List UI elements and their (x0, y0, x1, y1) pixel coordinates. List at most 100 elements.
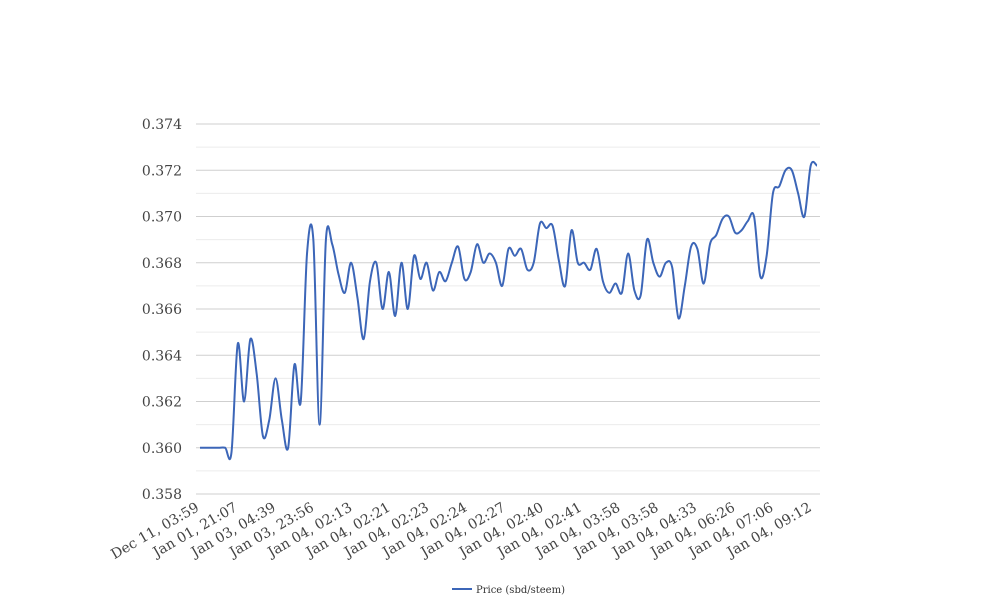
data-point (354, 294, 360, 300)
data-point (455, 244, 461, 250)
data-point (801, 214, 807, 220)
data-point (663, 260, 669, 266)
data-point (348, 260, 354, 266)
data-point (701, 281, 707, 287)
data-point (600, 278, 606, 284)
y-tick-label: 0.368 (142, 256, 182, 272)
data-point (625, 251, 631, 257)
data-point (235, 341, 241, 347)
data-point (424, 260, 430, 266)
data-point (726, 214, 732, 220)
data-point (373, 260, 379, 266)
data-point (323, 237, 329, 243)
series-line (199, 160, 818, 461)
data-point (461, 276, 467, 282)
data-point (336, 271, 342, 277)
data-point (669, 264, 675, 270)
data-point (329, 241, 335, 247)
data-point (291, 362, 297, 368)
y-axis-ticks: 0.358 0.360 0.362 0.364 0.366 0.368 0.370 0.372… (142, 117, 182, 503)
data-point (254, 371, 260, 377)
data-point (493, 260, 499, 266)
data-point (606, 290, 612, 296)
data-point (512, 253, 518, 259)
data-point (298, 399, 304, 405)
data-point (732, 230, 738, 236)
data-point (738, 227, 744, 233)
data-point (487, 251, 493, 257)
data-point (241, 399, 247, 405)
data-point (386, 269, 392, 275)
data-point (694, 246, 700, 252)
y-tick-label: 0.358 (142, 487, 182, 503)
data-point (398, 260, 404, 266)
y-tick-label: 0.362 (142, 395, 182, 411)
data-point (707, 241, 713, 247)
data-point (392, 313, 398, 319)
y-tick-label: 0.370 (142, 210, 182, 226)
data-point (468, 269, 474, 275)
data-point (222, 445, 228, 451)
data-point (506, 246, 512, 252)
data-point (210, 445, 216, 451)
data-point (808, 163, 814, 169)
data-point (367, 278, 373, 284)
data-point (304, 251, 310, 257)
data-point (770, 190, 776, 196)
y-tick-label: 0.364 (142, 348, 182, 364)
data-point (524, 267, 530, 273)
data-point (405, 306, 411, 312)
data-point (789, 167, 795, 173)
y-tick-label: 0.374 (142, 117, 182, 133)
data-point (657, 274, 663, 280)
data-point (751, 214, 757, 220)
data-point (216, 445, 222, 451)
data-point (619, 290, 625, 296)
data-point (518, 246, 524, 252)
data-point (449, 260, 455, 266)
data-point (675, 315, 681, 321)
data-point (310, 237, 316, 243)
legend: Price (sbd/steem) (452, 585, 565, 596)
data-point (745, 218, 751, 224)
data-point (644, 237, 650, 243)
y-tick-label: 0.360 (142, 441, 182, 457)
data-point (543, 225, 549, 231)
data-point (550, 223, 556, 229)
data-point (594, 246, 600, 252)
data-point (430, 288, 436, 294)
data-point (411, 253, 417, 259)
data-point (795, 190, 801, 196)
data-point (197, 445, 203, 451)
data-point (436, 269, 442, 275)
data-point (575, 260, 581, 266)
data-point (720, 216, 726, 222)
data-point (380, 306, 386, 312)
data-point (638, 292, 644, 298)
data-point (814, 163, 820, 169)
data-point (247, 336, 253, 342)
data-point (682, 283, 688, 289)
data-point (273, 375, 279, 381)
data-point (757, 274, 763, 280)
data-point (417, 276, 423, 282)
data-point (581, 260, 587, 266)
y-tick-label: 0.372 (142, 163, 182, 179)
legend-label: Price (sbd/steem) (476, 585, 565, 596)
data-point (443, 278, 449, 284)
data-point (783, 167, 789, 173)
data-point (713, 232, 719, 238)
y-tick-label: 0.366 (142, 302, 182, 318)
data-point (361, 336, 367, 342)
data-point (650, 260, 656, 266)
data-point (568, 227, 574, 233)
data-point (537, 220, 543, 226)
data-point (203, 445, 209, 451)
data-point (228, 449, 234, 455)
data-point (587, 267, 593, 273)
data-point (342, 290, 348, 296)
data-point (474, 241, 480, 247)
data-point (480, 260, 486, 266)
